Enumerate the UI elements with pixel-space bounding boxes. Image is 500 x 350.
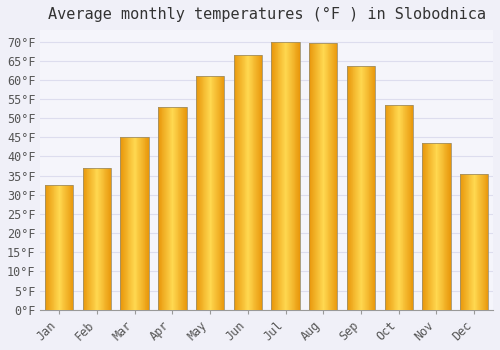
Bar	[83, 168, 111, 310]
Bar	[45, 185, 74, 310]
Bar	[422, 143, 450, 310]
Bar	[347, 66, 375, 310]
Bar	[234, 55, 262, 310]
Bar	[384, 105, 413, 310]
Bar	[120, 137, 149, 310]
Bar	[272, 42, 299, 310]
Bar	[158, 107, 186, 310]
Title: Average monthly temperatures (°F ) in Slobodnica: Average monthly temperatures (°F ) in Sl…	[48, 7, 486, 22]
Bar	[196, 76, 224, 310]
Bar	[309, 43, 338, 310]
Bar	[460, 174, 488, 310]
